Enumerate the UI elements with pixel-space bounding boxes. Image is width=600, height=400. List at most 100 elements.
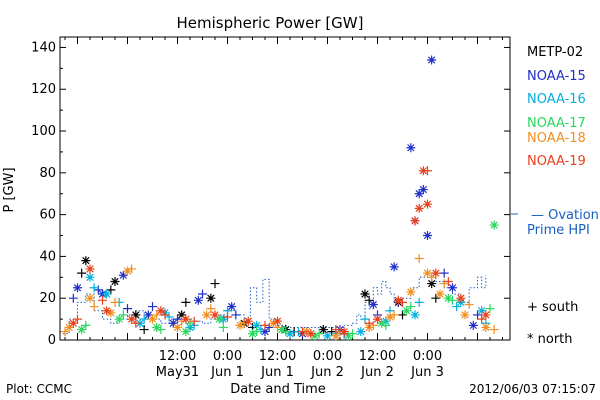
x-tick-date-label: Jun 1 xyxy=(210,365,244,380)
marker-noaa-15-south xyxy=(173,314,182,324)
marker-noaa-15-north xyxy=(389,262,399,272)
marker-noaa-15-north xyxy=(368,299,378,309)
legend: METP-02 NOAA-15 NOAA-16 NOAA-17 NOAA-18 … xyxy=(511,45,599,347)
legend-entry-noaa-16: NOAA-16 xyxy=(527,92,586,107)
marker-metp-02-north xyxy=(360,289,370,299)
y-axis: 0 20 40 60 80 100 120 140 xyxy=(31,40,510,348)
marker-noaa-19-south xyxy=(189,316,199,326)
marker-noaa-18-north xyxy=(64,322,74,332)
marker-noaa-18-north xyxy=(268,318,278,328)
x-tick-date-label: Jun 3 xyxy=(410,365,444,380)
marker-noaa-16-north xyxy=(356,327,366,337)
marker-noaa-15-south xyxy=(148,302,157,312)
marker-metp-02-south xyxy=(398,310,407,320)
marker-noaa-15-south xyxy=(473,310,482,320)
marker-noaa-18-south xyxy=(489,325,499,335)
marker-metp-02-south xyxy=(431,293,441,303)
north-marker-legend: * north xyxy=(527,332,573,347)
marker-noaa-15-south xyxy=(231,310,241,320)
x-tick-label: 12:00 xyxy=(159,349,196,364)
y-tick-label: 40 xyxy=(39,249,56,264)
marker-metp-02-south xyxy=(106,285,116,295)
marker-metp-02-north xyxy=(318,325,328,335)
marker-noaa-19-north xyxy=(418,166,428,176)
marker-noaa-15-north xyxy=(418,185,428,195)
marker-noaa-15-south xyxy=(198,289,207,299)
marker-noaa-15-north xyxy=(423,231,432,241)
marker-metp-02-north xyxy=(206,293,216,303)
marker-noaa-16-south xyxy=(139,314,149,324)
marker-noaa-18-south xyxy=(414,254,424,264)
marker-noaa-17-north xyxy=(402,306,412,316)
marker-noaa-18-south xyxy=(368,320,378,330)
marker-noaa-19-south xyxy=(298,327,307,337)
marker-metp-02-north xyxy=(110,276,120,286)
marker-noaa-15-south xyxy=(93,285,103,295)
marker-noaa-17-north xyxy=(181,327,191,337)
marker-noaa-16-north xyxy=(410,310,420,320)
marker-noaa-17-north xyxy=(377,318,387,328)
marker-noaa-15-north xyxy=(168,318,178,328)
ovation-legend-label-2: Prime HPI xyxy=(527,223,590,238)
marker-noaa-18-north xyxy=(235,320,245,330)
marker-noaa-15-north xyxy=(406,143,416,153)
legend-entry-noaa-19: NOAA-19 xyxy=(527,154,586,169)
ovation-legend-label-1: — Ovation xyxy=(531,208,599,223)
marker-noaa-16-north xyxy=(102,289,112,299)
marker-noaa-16-north xyxy=(285,329,295,339)
marker-noaa-18-south xyxy=(389,310,399,320)
marker-noaa-15-north xyxy=(118,270,128,280)
marker-noaa-18-north xyxy=(331,331,341,341)
marker-noaa-19-north xyxy=(410,216,420,226)
marker-noaa-17-north xyxy=(152,322,162,332)
marker-noaa-18-south xyxy=(110,297,120,307)
marker-noaa-17-south xyxy=(281,327,291,337)
marker-noaa-18-north xyxy=(173,322,182,332)
marker-noaa-17-north xyxy=(489,220,499,230)
marker-metp-02-south xyxy=(139,325,149,335)
marker-noaa-17-south xyxy=(406,302,416,312)
marker-noaa-15-north xyxy=(227,302,237,312)
marker-noaa-19-north xyxy=(414,203,424,213)
marker-metp-02-north xyxy=(177,310,187,320)
marker-noaa-17-north xyxy=(214,314,224,324)
marker-noaa-17-south xyxy=(485,304,495,314)
marker-noaa-15-north xyxy=(414,189,424,199)
marker-noaa-18-south xyxy=(464,299,474,309)
marker-noaa-19-south xyxy=(398,297,407,307)
marker-noaa-16-south xyxy=(414,297,424,307)
marker-noaa-15-north xyxy=(143,310,153,320)
data-markers xyxy=(60,55,499,341)
marker-metp-02-north xyxy=(81,256,91,266)
marker-noaa-18-north xyxy=(435,289,445,299)
x-axis-label: Date and Time xyxy=(230,382,326,397)
marker-metp-02-south xyxy=(364,295,374,305)
marker-metp-02-south xyxy=(77,268,87,278)
marker-noaa-17-south xyxy=(81,320,91,330)
x-tick-date-label: Jun 2 xyxy=(360,365,394,380)
marker-noaa-15-north xyxy=(260,327,270,337)
marker-noaa-15-south xyxy=(68,293,78,303)
marker-noaa-19-south xyxy=(98,295,107,305)
y-tick-label: 60 xyxy=(39,208,56,223)
marker-noaa-17-south xyxy=(185,318,195,328)
marker-noaa-19-north xyxy=(339,327,349,337)
marker-noaa-19-south xyxy=(73,314,82,324)
marker-noaa-15-south xyxy=(123,304,132,314)
marker-noaa-18-south xyxy=(152,310,162,320)
marker-noaa-18-north xyxy=(123,266,132,276)
marker-noaa-19-north xyxy=(306,329,316,339)
marker-metp-02-north xyxy=(427,279,437,289)
marker-noaa-17-north xyxy=(77,325,87,335)
y-tick-label: 100 xyxy=(31,124,56,139)
x-tick-label: 0:00 xyxy=(213,349,242,364)
marker-noaa-17-north xyxy=(310,331,320,341)
marker-metp-02-south xyxy=(327,327,337,337)
marker-noaa-18-south xyxy=(127,264,137,274)
marker-noaa-17-south xyxy=(381,320,391,330)
marker-noaa-16-south xyxy=(452,302,462,312)
marker-noaa-15-south xyxy=(264,322,274,332)
marker-noaa-18-north xyxy=(423,268,432,278)
marker-noaa-18-south xyxy=(177,316,187,326)
marker-noaa-19-north xyxy=(127,314,137,324)
